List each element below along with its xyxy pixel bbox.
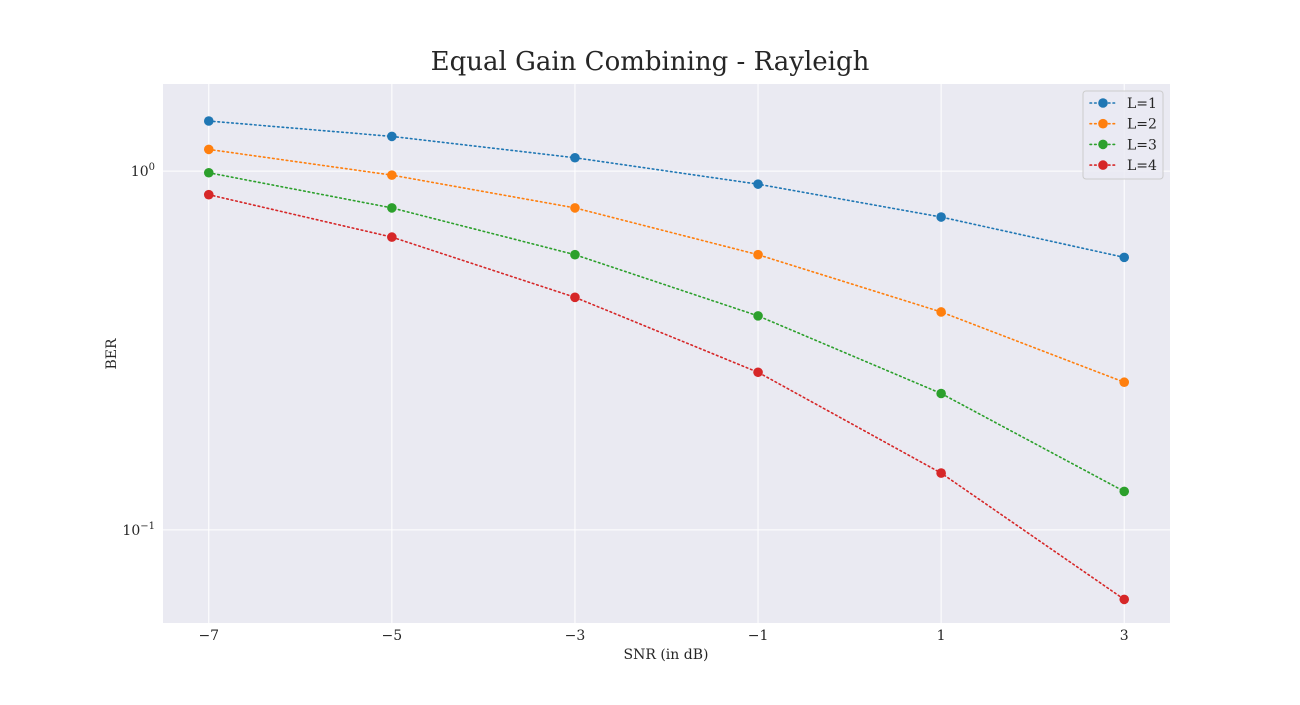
chart-title: Equal Gain Combining - Rayleigh — [431, 47, 870, 77]
y-tick-exponent: −1 — [140, 521, 155, 532]
y-tick-base: 10 — [122, 523, 140, 539]
data-point — [1119, 377, 1130, 388]
series-line — [207, 120, 1126, 259]
series-L=3 — [203, 167, 1130, 497]
x-tick-label: −7 — [198, 628, 219, 644]
data-point — [387, 170, 397, 180]
legend-marker — [1098, 118, 1108, 129]
data-point — [203, 144, 214, 155]
data-point — [570, 292, 580, 303]
series-line — [207, 171, 1126, 493]
data-point — [936, 388, 946, 399]
y-axis-label: BER — [104, 338, 120, 370]
legend: L=1 L=2 L=3 L=4 — [1082, 90, 1164, 180]
data-point — [570, 152, 580, 163]
data-point — [1119, 594, 1130, 605]
legend-label: L=1 — [1127, 96, 1157, 112]
series-L=4 — [203, 189, 1130, 605]
data-point — [1119, 486, 1130, 497]
data-point — [936, 307, 946, 317]
series-layer — [203, 116, 1130, 605]
legend-marker — [1098, 98, 1108, 108]
x-tick-label: −5 — [382, 628, 403, 644]
series-L=2 — [203, 144, 1130, 388]
data-point — [936, 212, 946, 222]
legend-label: L=3 — [1127, 137, 1157, 153]
data-point — [570, 203, 580, 213]
series-L=1 — [203, 116, 1130, 263]
legend-frame — [1082, 90, 1164, 180]
data-point — [753, 311, 763, 321]
legend-marker — [1098, 139, 1108, 150]
data-point — [203, 167, 214, 178]
data-point — [570, 249, 580, 260]
data-point — [387, 232, 397, 242]
data-point — [203, 189, 214, 200]
legend-marker — [1098, 160, 1108, 170]
plot-background — [163, 84, 1170, 623]
y-tick-label: 100 — [131, 162, 155, 180]
x-tick-label: 1 — [937, 628, 946, 644]
x-axis-label: SNR (in dB) — [624, 647, 709, 663]
y-tick-base: 10 — [131, 164, 149, 180]
y-tick-exponent: 0 — [149, 162, 155, 173]
y-tick-label: 10−1 — [122, 521, 155, 539]
legend-label: L=2 — [1127, 117, 1157, 133]
data-point — [936, 468, 946, 478]
data-point — [753, 367, 763, 378]
legend-label: L=4 — [1127, 158, 1157, 174]
data-point — [387, 131, 397, 142]
series-line — [207, 148, 1126, 384]
data-point — [203, 116, 214, 126]
x-tick-label: 3 — [1120, 628, 1129, 644]
series-line — [207, 193, 1126, 601]
data-point — [387, 203, 397, 213]
data-point — [753, 179, 763, 189]
x-tick-label: −3 — [565, 628, 586, 644]
x-tick-labels: −7 −5 −3 −1 1 3 — [198, 628, 1128, 644]
x-tick-label: −1 — [748, 628, 769, 644]
data-point — [753, 249, 763, 260]
data-point — [1119, 252, 1130, 263]
